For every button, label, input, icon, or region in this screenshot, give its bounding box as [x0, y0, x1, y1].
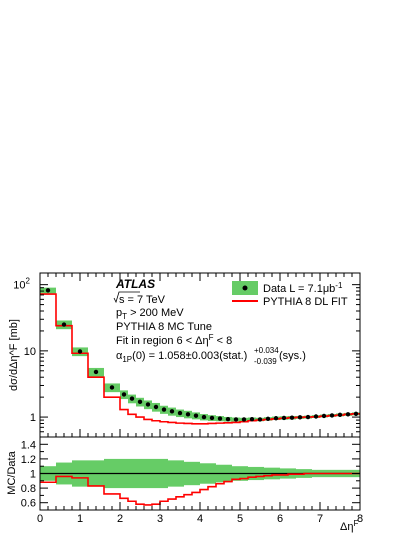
data-point — [153, 404, 159, 410]
x-tick-label: 8 — [357, 513, 363, 525]
data-point — [297, 415, 303, 420]
alpha-sys-suffix: (sys.) — [279, 350, 306, 362]
main-x-axis — [39, 273, 361, 437]
atlas-label: ATLAS — [115, 277, 155, 291]
alpha-sys-down: -0.039 — [254, 357, 277, 366]
main-y-tick-label: 10 — [24, 346, 36, 358]
pythia-dl-fit-curve — [40, 293, 360, 425]
x-tick-label: 4 — [197, 513, 203, 525]
data-point — [249, 416, 255, 422]
x-tick-label: 7 — [317, 513, 323, 525]
fit-region-annotation: Fit in region 6 < ΔηF < 8 — [116, 333, 232, 347]
ratio-pythia-curve — [40, 472, 360, 506]
data-point — [121, 392, 127, 397]
data-point — [169, 409, 175, 414]
sqrt-symbol — [113, 291, 140, 304]
sqrt-s-annotation: s = 7 TeV — [113, 291, 166, 306]
data-point — [257, 417, 263, 422]
legend-data-marker — [242, 285, 248, 291]
pt-cut-annotation: pT > 200 MeV — [116, 307, 184, 321]
legend-entry-data: Data L = 7.1μb-1 — [232, 281, 343, 295]
x-tick-label: 3 — [157, 513, 163, 525]
legend-entry-pythia: PYTHIA 8 DL FIT — [232, 296, 348, 308]
data-point — [209, 415, 215, 421]
data-point — [137, 399, 143, 405]
pythia-step-line — [40, 293, 360, 425]
main-panel: 1 10 102 dσ/dΔη^F [mb] ATLAS s = 7 TeV pT … — [8, 272, 361, 438]
ratio-y-axis-label: MC/Data — [6, 450, 18, 494]
legend-data-label: Data L = 7.1μb-1 — [263, 281, 343, 295]
data-point — [217, 416, 223, 421]
data-point — [305, 414, 311, 420]
data-point — [329, 413, 335, 418]
x-tick-label: 2 — [117, 513, 123, 525]
data-point — [337, 412, 343, 418]
x-axis-label: ΔηF — [340, 519, 358, 533]
alpha-sys-up: +0.034 — [254, 346, 279, 355]
sqrt-s-text: s = 7 TeV — [119, 294, 166, 306]
data-point — [289, 415, 295, 420]
data-point — [201, 414, 207, 420]
data-point — [345, 412, 351, 417]
main-y-axis: 1 10 102 — [13, 277, 360, 438]
data-point — [129, 396, 135, 401]
ratio-panel: 0.6 0.8 1 1.2 1.4 0 1 2 3 4 5 6 7 8 MC/Data ΔηF — [6, 436, 363, 533]
data-point — [45, 288, 51, 293]
ratio-x-axis: 0 1 2 3 4 5 6 7 8 — [37, 502, 363, 525]
data-point — [281, 415, 287, 421]
data-point — [77, 349, 83, 354]
main-y-tick-label: 102 — [13, 277, 30, 292]
main-y-axis-label: dσ/dΔη^F [mb] — [8, 319, 20, 391]
data-point — [93, 369, 99, 375]
x-tick-label: 1 — [77, 513, 83, 525]
x-tick-label: 6 — [277, 513, 283, 525]
ratio-step-line — [40, 472, 360, 506]
data-point — [233, 417, 239, 422]
data-point — [265, 416, 271, 422]
data-points — [45, 288, 359, 422]
data-point — [313, 414, 319, 419]
x-tick-label: 0 — [37, 513, 43, 525]
ratio-y-tick-label: 1.4 — [21, 439, 36, 451]
data-point — [61, 322, 67, 327]
legend: Data L = 7.1μb-1 PYTHIA 8 DL FIT — [232, 281, 348, 308]
data-point — [321, 413, 327, 419]
data-point — [193, 413, 199, 418]
data-point — [145, 402, 151, 407]
data-point — [177, 410, 183, 416]
legend-pythia-label: PYTHIA 8 DL FIT — [263, 296, 348, 308]
tune-annotation: PYTHIA 8 MC Tune — [116, 321, 212, 333]
main-y-tick-label: 1 — [30, 412, 36, 424]
data-point — [241, 417, 247, 422]
data-point — [353, 411, 359, 417]
x-tick-label: 5 — [237, 513, 243, 525]
data-point — [161, 407, 167, 412]
ratio-y-tick-label: 0.6 — [21, 498, 36, 510]
ratio-y-tick-label: 1.2 — [21, 454, 36, 466]
ratio-y-tick-label: 1 — [30, 469, 36, 481]
data-point — [273, 416, 279, 421]
data-point — [225, 416, 231, 422]
ratio-y-axis: 0.6 0.8 1 1.2 1.4 — [21, 436, 360, 511]
data-point — [109, 385, 115, 390]
ratio-y-tick-label: 0.8 — [21, 483, 36, 495]
alpha-annotation: α1P(0) = 1.058±0.003(stat.) — [116, 350, 247, 364]
data-point — [185, 412, 191, 417]
